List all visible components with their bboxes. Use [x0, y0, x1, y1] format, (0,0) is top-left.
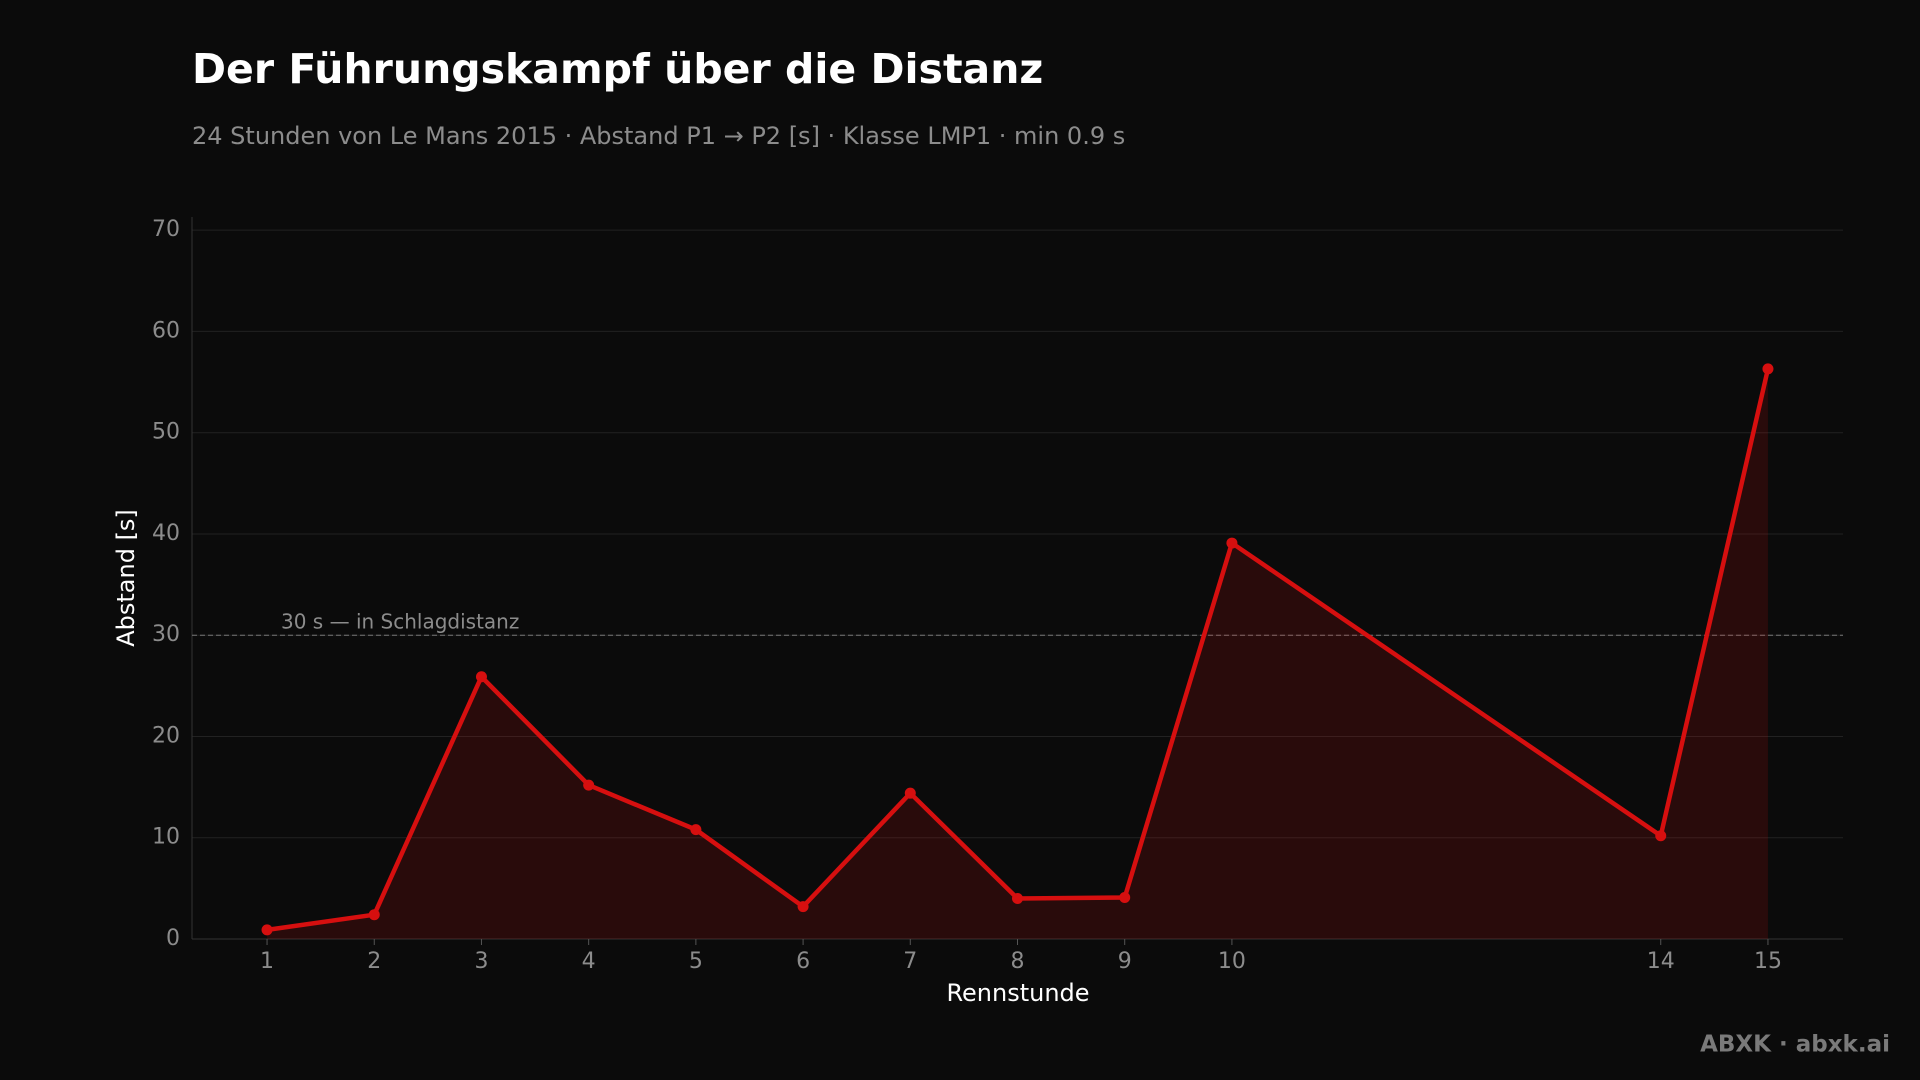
point	[1012, 892, 1023, 904]
y-tick-label: 60	[152, 318, 180, 343]
point	[261, 924, 273, 936]
y-axis-label: Abstand [s]	[112, 509, 140, 647]
line	[266, 368, 1771, 933]
x-tick-label: 9	[1118, 949, 1132, 974]
point	[1762, 363, 1774, 375]
x-tick-label: 4	[582, 949, 596, 974]
y-tick-label: 30	[152, 622, 180, 647]
x-tick-label: 6	[796, 949, 810, 974]
point	[475, 671, 487, 683]
y-tick-label: 20	[152, 723, 180, 748]
x-tick-label: 15	[1754, 949, 1782, 974]
chart-subtitle: 24 Stunden von Le Mans 2015 · Abstand P1…	[192, 122, 1125, 150]
point	[1655, 830, 1667, 842]
y-tick-label: 40	[152, 521, 180, 546]
chart-title: Der Führungskampf über die Distanz	[192, 45, 1043, 93]
footer: ABXK · abxk.ai	[1700, 1032, 1890, 1058]
reference-label: 30 s — in Schlagdistanz	[281, 610, 519, 634]
point	[797, 901, 809, 913]
x-tick-label: 8	[1011, 949, 1025, 974]
y-tick-label: 70	[152, 217, 180, 242]
area	[267, 368, 1768, 939]
x-tick-label: 1	[260, 949, 274, 974]
point	[368, 909, 380, 921]
x-tick-label: 3	[474, 949, 488, 974]
x-axis-label: Rennstunde	[946, 979, 1089, 1007]
y-tick-label: 0	[166, 926, 180, 951]
point	[1226, 537, 1238, 549]
point	[1119, 891, 1131, 903]
x-tick-label: 10	[1218, 949, 1246, 974]
point	[904, 787, 916, 799]
y-tick-label: 50	[152, 420, 180, 445]
y-tick-label: 10	[152, 825, 180, 850]
point	[583, 779, 595, 791]
x-tick-label: 2	[367, 949, 381, 974]
x-tick-label: 7	[903, 949, 917, 974]
x-tick-label: 5	[689, 949, 703, 974]
point	[690, 824, 702, 836]
x-tick-label: 14	[1647, 949, 1675, 974]
